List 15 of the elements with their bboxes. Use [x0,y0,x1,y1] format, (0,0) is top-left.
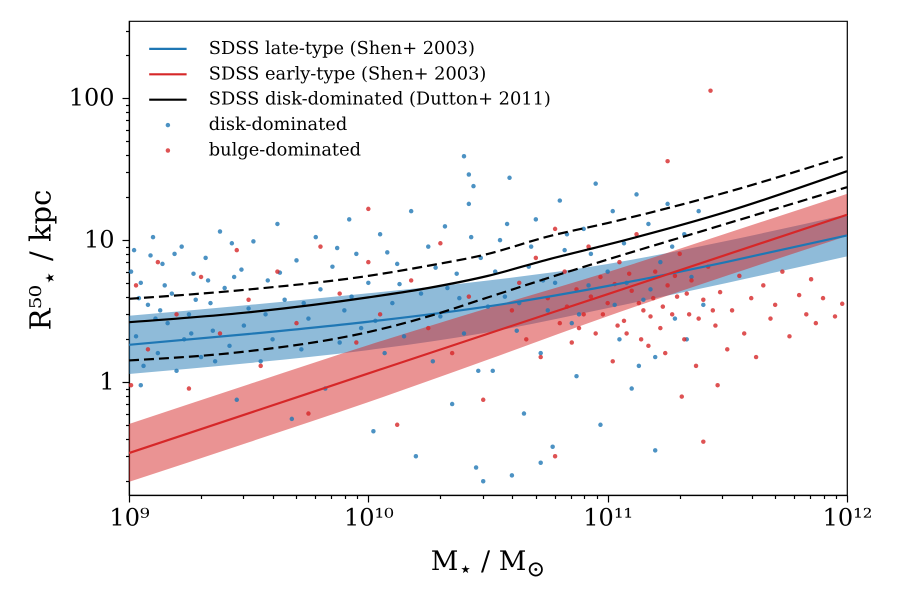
line-series [128,214,848,454]
x-axis-title: M$_{⋆}$ / M$_{⊙}$ [430,546,546,582]
x-tick-label: 10⁹ [109,504,150,532]
legend-label: SDSS early-type (Shen+ 2003) [208,63,486,84]
x-tick-label: 10¹² [822,504,872,532]
legend-label: disk-dominated [208,114,348,136]
y-tick-label: 10 [84,226,114,254]
x-tick-label: 10¹¹ [583,504,634,532]
y-tick-label: 100 [68,84,114,112]
legend-label: SDSS late-type (Shen+ 2003) [208,38,475,59]
line-series [128,234,848,346]
legend-label: SDSS disk-dominated (Dutton+ 2011) [208,88,551,110]
x-tick-label: 10¹⁰ [344,504,394,532]
y-tick-label: 1 [99,368,114,396]
legend-label: bulge-dominated [208,140,361,160]
